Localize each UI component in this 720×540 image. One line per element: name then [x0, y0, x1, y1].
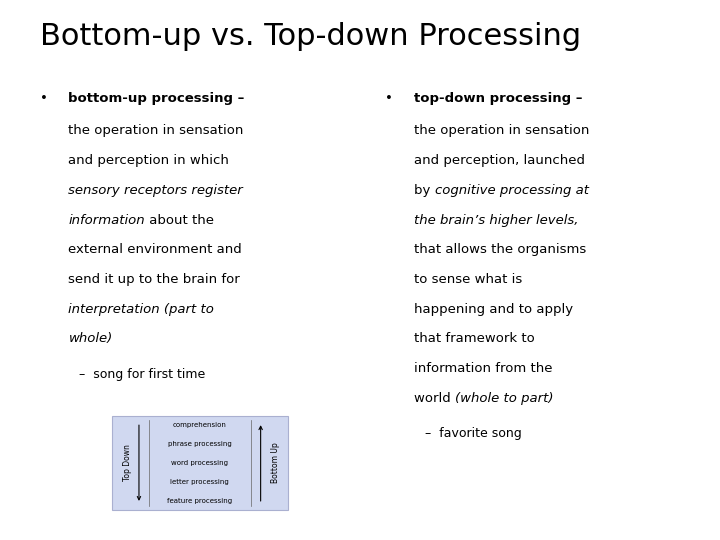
Text: information from the: information from the [414, 362, 552, 375]
Text: world: world [414, 392, 455, 405]
FancyArrowPatch shape [138, 425, 140, 500]
Text: happening and to apply: happening and to apply [414, 303, 573, 316]
Text: Top Down: Top Down [123, 444, 132, 482]
Text: •: • [40, 92, 48, 105]
Text: (whole to part): (whole to part) [455, 392, 554, 405]
Text: the operation in sensation: the operation in sensation [414, 125, 590, 138]
Text: •: • [385, 92, 393, 105]
FancyBboxPatch shape [112, 416, 288, 510]
Text: –  favorite song: – favorite song [425, 428, 521, 441]
Text: sensory receptors register: sensory receptors register [68, 184, 243, 197]
Text: information: information [68, 214, 145, 227]
FancyArrowPatch shape [259, 426, 262, 501]
Text: Bottom-up vs. Top-down Processing: Bottom-up vs. Top-down Processing [40, 22, 581, 51]
Text: to sense what is: to sense what is [414, 273, 522, 286]
Text: –  song for first time: – song for first time [79, 368, 205, 381]
Text: the operation in sensation: the operation in sensation [68, 125, 244, 138]
Text: letter processing: letter processing [171, 479, 229, 485]
Text: about the: about the [145, 214, 214, 227]
Text: by: by [414, 184, 435, 197]
Text: that allows the organisms: that allows the organisms [414, 244, 586, 256]
Text: bottom-up processing –: bottom-up processing – [68, 92, 245, 105]
Text: feature processing: feature processing [167, 498, 233, 504]
Text: comprehension: comprehension [173, 422, 227, 428]
Text: top-down processing –: top-down processing – [414, 92, 582, 105]
Text: send it up to the brain for: send it up to the brain for [68, 273, 240, 286]
Text: word processing: word processing [171, 460, 228, 466]
Text: phrase processing: phrase processing [168, 441, 232, 447]
Text: the brain’s higher levels,: the brain’s higher levels, [414, 214, 578, 227]
Text: cognitive processing at: cognitive processing at [435, 184, 589, 197]
Text: interpretation (part to: interpretation (part to [68, 303, 215, 316]
Text: and perception, launched: and perception, launched [414, 154, 585, 167]
Text: that framework to: that framework to [414, 333, 535, 346]
Text: and perception in which: and perception in which [68, 154, 229, 167]
Text: external environment and: external environment and [68, 244, 242, 256]
Text: Bottom Up: Bottom Up [271, 443, 279, 483]
Text: whole): whole) [68, 333, 112, 346]
